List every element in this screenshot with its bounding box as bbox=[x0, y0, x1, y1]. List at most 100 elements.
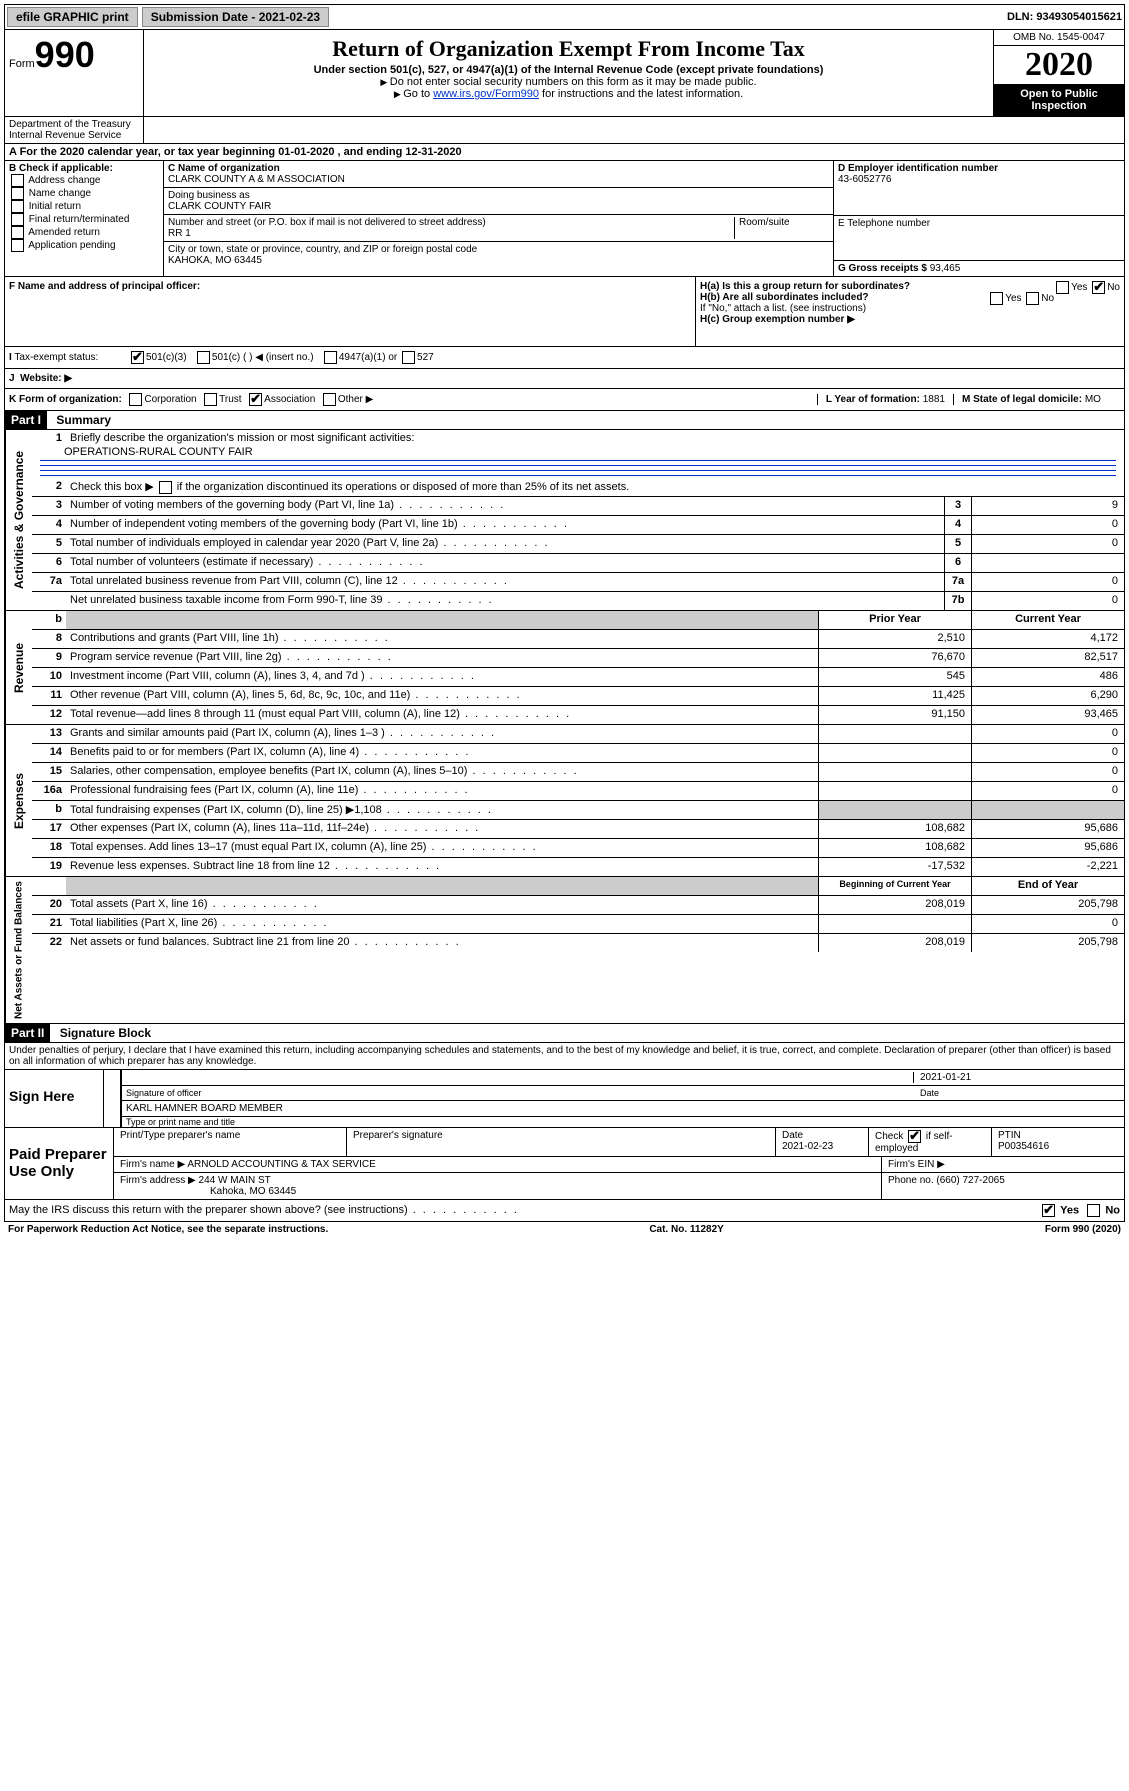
firm-name: ARNOLD ACCOUNTING & TAX SERVICE bbox=[187, 1159, 375, 1170]
perjury-statement: Under penalties of perjury, I declare th… bbox=[4, 1043, 1125, 1070]
ha-no-checkbox[interactable] bbox=[1092, 281, 1105, 294]
room-label: Room/suite bbox=[735, 217, 829, 239]
pra-notice: For Paperwork Reduction Act Notice, see … bbox=[8, 1224, 328, 1235]
line1-label: Briefly describe the organization's miss… bbox=[66, 430, 1124, 446]
527-checkbox[interactable] bbox=[402, 351, 415, 364]
city-label: City or town, state or province, country… bbox=[168, 244, 829, 255]
col-c-org-info: C Name of organization CLARK COUNTY A & … bbox=[164, 161, 834, 276]
colb-checkbox[interactable] bbox=[11, 226, 24, 239]
dept-row: Department of the Treasury Internal Reve… bbox=[4, 117, 1125, 144]
dln-label: DLN: 93493054015621 bbox=[1007, 11, 1122, 23]
financial-line: 13Grants and similar amounts paid (Part … bbox=[32, 725, 1124, 744]
ein-value: 43-6052776 bbox=[838, 174, 1120, 185]
financial-line: 21Total liabilities (Part X, line 26)0 bbox=[32, 915, 1124, 934]
financial-line: 16aProfessional fundraising fees (Part I… bbox=[32, 782, 1124, 801]
ein-label: D Employer identification number bbox=[838, 163, 1120, 174]
colb-checkbox[interactable] bbox=[11, 187, 24, 200]
domicile-value: MO bbox=[1085, 394, 1101, 405]
col-b-checkboxes: B Check if applicable: Address change Na… bbox=[5, 161, 164, 276]
form-title: Return of Organization Exempt From Incom… bbox=[148, 36, 989, 62]
colb-checkbox[interactable] bbox=[11, 213, 24, 226]
summary-line: 4Number of independent voting members of… bbox=[32, 516, 1124, 535]
officer-signature-field[interactable] bbox=[126, 1072, 913, 1083]
summary-line: 3Number of voting members of the governi… bbox=[32, 497, 1124, 516]
summary-line: 6Total number of volunteers (estimate if… bbox=[32, 554, 1124, 573]
dba-label: Doing business as bbox=[168, 190, 829, 201]
vtab-revenue: Revenue bbox=[5, 611, 32, 724]
efile-button[interactable]: efile GRAPHIC print bbox=[7, 7, 138, 27]
row-j-website: J Website: ▶ bbox=[4, 369, 1125, 389]
firm-addr1: 244 W MAIN ST bbox=[199, 1175, 271, 1186]
summary-line: 7aTotal unrelated business revenue from … bbox=[32, 573, 1124, 592]
form-number: 990 bbox=[35, 34, 95, 75]
line2-checkbox[interactable] bbox=[159, 481, 172, 494]
colb-checkbox[interactable] bbox=[11, 174, 24, 187]
page-footer: For Paperwork Reduction Act Notice, see … bbox=[4, 1222, 1125, 1237]
financial-line: 11Other revenue (Part VIII, column (A), … bbox=[32, 687, 1124, 706]
discuss-yes-checkbox[interactable] bbox=[1042, 1204, 1055, 1217]
row-k-form-org: K Form of organization: Corporation Trus… bbox=[4, 389, 1125, 411]
sign-here-section: Sign Here 2021-01-21 Signature of office… bbox=[4, 1070, 1125, 1128]
irs-link[interactable]: www.irs.gov/Form990 bbox=[433, 88, 539, 100]
ha-yes-checkbox[interactable] bbox=[1056, 281, 1069, 294]
dba-name: CLARK COUNTY FAIR bbox=[168, 201, 829, 212]
firm-addr2: Kahoka, MO 63445 bbox=[120, 1186, 296, 1197]
mission-text: OPERATIONS-RURAL COUNTY FAIR bbox=[32, 446, 1124, 458]
firm-ein-label: Firm's EIN ▶ bbox=[882, 1157, 1124, 1172]
phone-label: E Telephone number bbox=[838, 218, 1120, 229]
financial-line: 8Contributions and grants (Part VIII, li… bbox=[32, 630, 1124, 649]
ha-label: H(a) Is this a group return for subordin… bbox=[700, 281, 910, 292]
sig-officer-label: Signature of officer bbox=[126, 1088, 914, 1098]
colb-checkbox[interactable] bbox=[11, 200, 24, 213]
beginning-year-header: Beginning of Current Year bbox=[818, 877, 971, 895]
summary-line: 5Total number of individuals employed in… bbox=[32, 535, 1124, 554]
financial-line: 22Net assets or fund balances. Subtract … bbox=[32, 934, 1124, 952]
corp-checkbox[interactable] bbox=[129, 393, 142, 406]
501c3-checkbox[interactable] bbox=[131, 351, 144, 364]
officer-label: F Name and address of principal officer: bbox=[9, 281, 200, 292]
col-d-ein: D Employer identification number 43-6052… bbox=[834, 161, 1124, 276]
discuss-no-checkbox[interactable] bbox=[1087, 1204, 1100, 1217]
financial-line: 15Salaries, other compensation, employee… bbox=[32, 763, 1124, 782]
expenses-section: Expenses 13Grants and similar amounts pa… bbox=[4, 725, 1125, 877]
other-checkbox[interactable] bbox=[323, 393, 336, 406]
org-name: CLARK COUNTY A & M ASSOCIATION bbox=[168, 174, 829, 185]
row-f-h: F Name and address of principal officer:… bbox=[4, 277, 1125, 347]
row-a-tax-year: A For the 2020 calendar year, or tax yea… bbox=[4, 144, 1125, 161]
preparer-name-label: Print/Type preparer's name bbox=[114, 1128, 347, 1156]
sign-date: 2021-01-21 bbox=[920, 1072, 1120, 1083]
4947-checkbox[interactable] bbox=[324, 351, 337, 364]
financial-line: 10Investment income (Part VIII, column (… bbox=[32, 668, 1124, 687]
financial-line: 17Other expenses (Part IX, column (A), l… bbox=[32, 820, 1124, 839]
gross-value: 93,465 bbox=[930, 263, 961, 274]
hb-yes-checkbox[interactable] bbox=[990, 292, 1003, 305]
org-name-label: C Name of organization bbox=[168, 163, 829, 174]
year-formed-label: L Year of formation: bbox=[826, 394, 923, 405]
financial-line: 14Benefits paid to or for members (Part … bbox=[32, 744, 1124, 763]
top-bar: efile GRAPHIC print Submission Date - 20… bbox=[4, 4, 1125, 30]
activities-governance-section: Activities & Governance 1Briefly describ… bbox=[4, 430, 1125, 611]
form-number-box: Form990 bbox=[5, 30, 144, 116]
officer-name: KARL HAMNER BOARD MEMBER bbox=[126, 1103, 283, 1114]
omb-number: OMB No. 1545-0047 bbox=[994, 30, 1124, 46]
submission-date-button[interactable]: Submission Date - 2021-02-23 bbox=[142, 7, 329, 27]
hb-no-checkbox[interactable] bbox=[1026, 292, 1039, 305]
addr-label: Number and street (or P.O. box if mail i… bbox=[168, 217, 730, 228]
hb-note: If "No," attach a list. (see instruction… bbox=[700, 303, 1120, 314]
summary-line: Net unrelated business taxable income fr… bbox=[32, 592, 1124, 610]
501c-checkbox[interactable] bbox=[197, 351, 210, 364]
trust-checkbox[interactable] bbox=[204, 393, 217, 406]
assoc-checkbox[interactable] bbox=[249, 393, 262, 406]
self-employed-checkbox[interactable] bbox=[908, 1130, 921, 1143]
financial-line: 12Total revenue—add lines 8 through 11 (… bbox=[32, 706, 1124, 724]
end-year-header: End of Year bbox=[971, 877, 1124, 895]
vtab-net-assets: Net Assets or Fund Balances bbox=[5, 877, 32, 1023]
preparer-sig-label: Preparer's signature bbox=[347, 1128, 776, 1156]
financial-line: 19Revenue less expenses. Subtract line 1… bbox=[32, 858, 1124, 876]
colb-checkbox[interactable] bbox=[11, 239, 24, 252]
form-label: Form bbox=[9, 58, 35, 70]
cat-number: Cat. No. 11282Y bbox=[649, 1224, 723, 1235]
vtab-governance: Activities & Governance bbox=[5, 430, 32, 610]
form-footer: Form 990 (2020) bbox=[1045, 1224, 1121, 1235]
hc-label: H(c) Group exemption number ▶ bbox=[700, 314, 855, 325]
